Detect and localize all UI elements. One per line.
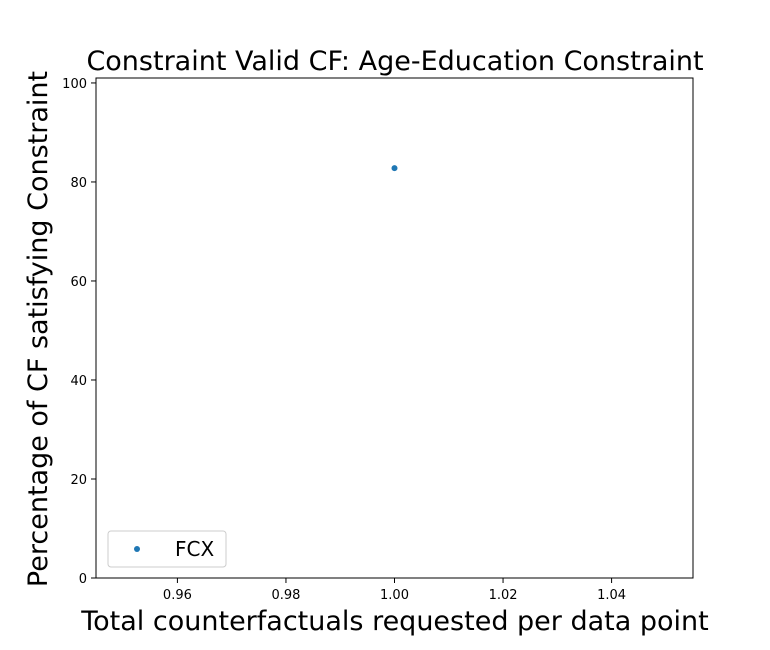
y-axis-ticks: 0 20 40 60 80 100	[62, 77, 96, 587]
y-tick-label: 80	[70, 176, 87, 191]
y-axis-label: Percentage of CF satisfying Constraint	[23, 71, 54, 587]
x-axis-label: Total counterfactuals requested per data…	[80, 606, 708, 637]
plot-area	[95, 77, 694, 579]
y-tick-label: 20	[70, 473, 87, 488]
x-tick-label: 1.04	[597, 588, 626, 603]
legend: FCX	[107, 530, 227, 568]
x-tick-label: 1.02	[489, 588, 518, 603]
x-tick-label: 0.98	[271, 588, 300, 603]
x-tick-label: 1.00	[380, 588, 409, 603]
legend-marker-fcx	[134, 546, 140, 552]
chart-title: Constraint Valid CF: Age-Education Const…	[86, 46, 703, 77]
x-axis-ticks: 0.96 0.98 1.00 1.02 1.04	[163, 578, 626, 603]
y-tick-label: 0	[79, 572, 87, 587]
y-tick-label: 40	[70, 374, 87, 389]
data-point-fcx	[391, 165, 398, 172]
legend-label-fcx: FCX	[175, 537, 214, 561]
legend-box	[107, 530, 227, 568]
x-tick-label: 0.96	[163, 588, 192, 603]
plot-frame	[95, 77, 694, 579]
y-tick-label: 100	[62, 77, 87, 92]
y-tick-label: 60	[70, 275, 87, 290]
data-points	[391, 165, 398, 172]
